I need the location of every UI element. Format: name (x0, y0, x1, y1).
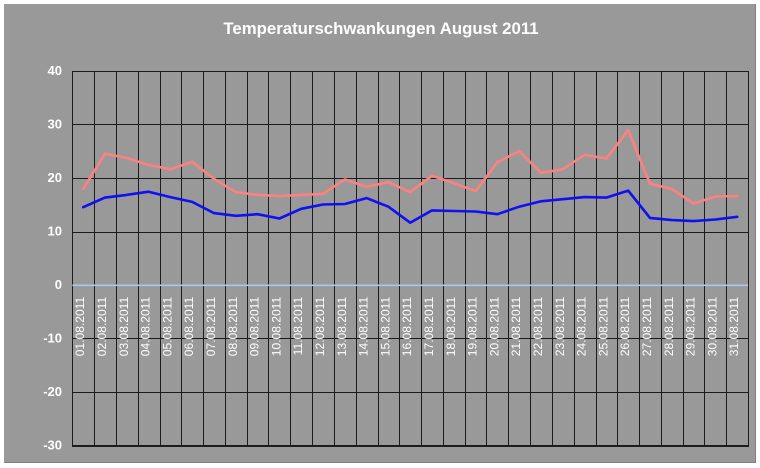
svg-text:02.08.2011: 02.08.2011 (95, 297, 109, 357)
svg-text:29.08.2011: 29.08.2011 (684, 297, 698, 357)
svg-text:15.08.2011: 15.08.2011 (378, 297, 392, 357)
svg-text:-30: -30 (43, 438, 62, 453)
svg-text:30: 30 (48, 117, 62, 132)
svg-text:11.08.2011: 11.08.2011 (291, 297, 305, 356)
svg-text:05.08.2011: 05.08.2011 (160, 297, 174, 357)
svg-text:Temperaturschwankungen August: Temperaturschwankungen August 2011 (223, 19, 538, 38)
svg-text:20: 20 (48, 170, 62, 185)
svg-text:14.08.2011: 14.08.2011 (357, 297, 371, 357)
svg-text:10.08.2011: 10.08.2011 (269, 297, 283, 357)
svg-text:03.08.2011: 03.08.2011 (117, 297, 131, 357)
svg-text:17.08.2011: 17.08.2011 (422, 297, 436, 357)
svg-text:21.08.2011: 21.08.2011 (509, 297, 523, 357)
svg-text:27.08.2011: 27.08.2011 (640, 297, 654, 357)
svg-text:22.08.2011: 22.08.2011 (531, 297, 545, 357)
svg-text:18.08.2011: 18.08.2011 (444, 297, 458, 357)
svg-text:31.08.2011: 31.08.2011 (727, 297, 741, 357)
svg-text:09.08.2011: 09.08.2011 (248, 297, 262, 357)
svg-text:25.08.2011: 25.08.2011 (596, 297, 610, 357)
svg-text:26.08.2011: 26.08.2011 (618, 297, 632, 357)
svg-text:12.08.2011: 12.08.2011 (313, 297, 327, 357)
svg-text:-10: -10 (43, 331, 62, 346)
svg-text:24.08.2011: 24.08.2011 (575, 297, 589, 357)
svg-text:13.08.2011: 13.08.2011 (335, 297, 349, 357)
svg-text:20.08.2011: 20.08.2011 (487, 297, 501, 357)
svg-text:19.08.2011: 19.08.2011 (466, 297, 480, 357)
svg-text:10: 10 (48, 224, 62, 239)
svg-text:28.08.2011: 28.08.2011 (662, 297, 676, 357)
svg-text:06.08.2011: 06.08.2011 (182, 297, 196, 357)
svg-text:04.08.2011: 04.08.2011 (139, 297, 153, 357)
svg-text:08.08.2011: 08.08.2011 (226, 297, 240, 357)
svg-text:40: 40 (48, 63, 62, 78)
svg-text:07.08.2011: 07.08.2011 (204, 297, 218, 357)
svg-text:30.08.2011: 30.08.2011 (705, 297, 719, 357)
svg-text:0: 0 (55, 277, 62, 292)
svg-text:16.08.2011: 16.08.2011 (400, 297, 414, 357)
svg-text:01.08.2011: 01.08.2011 (73, 297, 87, 357)
svg-text:23.08.2011: 23.08.2011 (553, 297, 567, 357)
svg-text:-20: -20 (43, 384, 62, 399)
